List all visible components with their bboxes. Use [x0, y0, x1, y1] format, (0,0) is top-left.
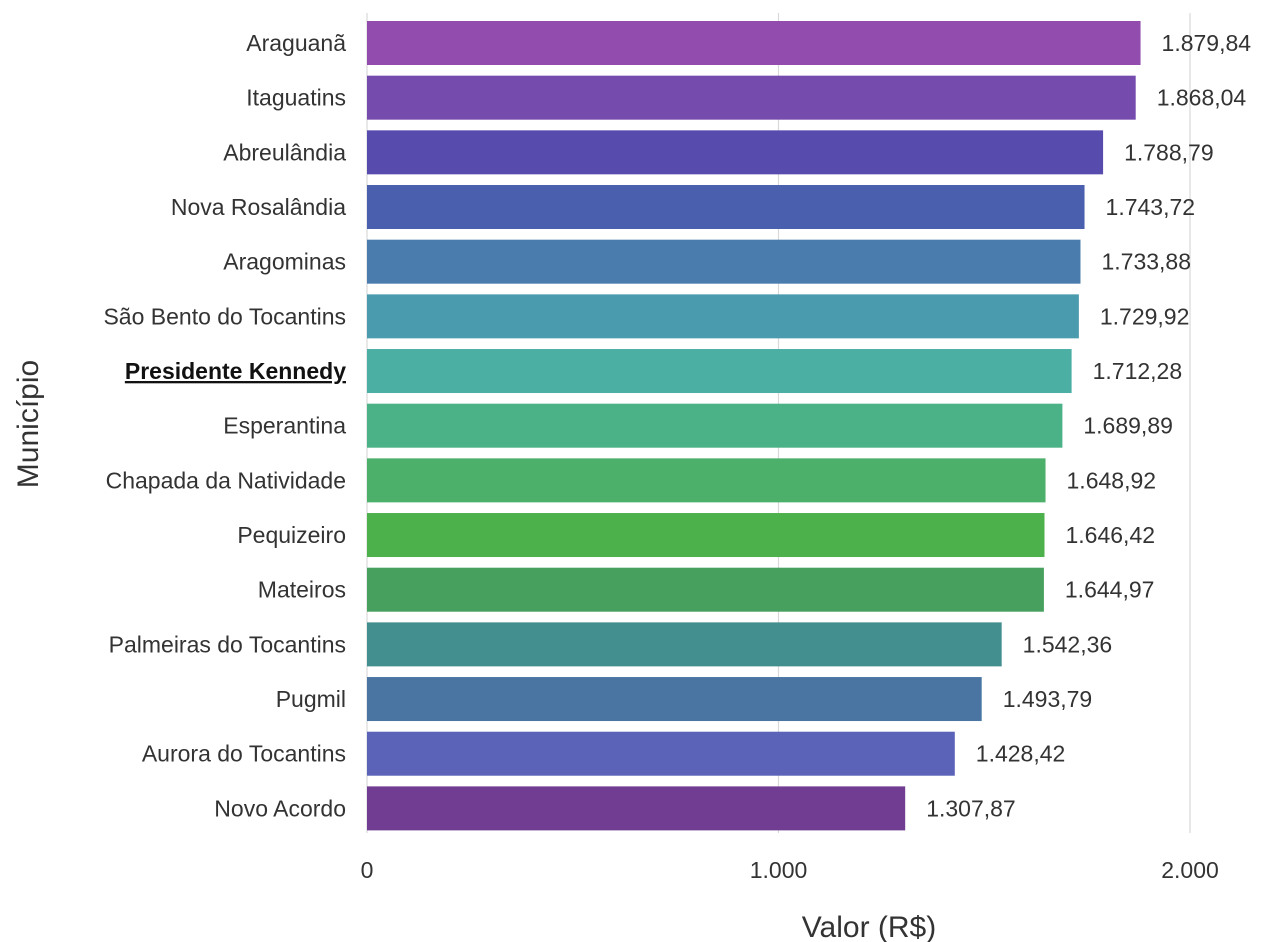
bar-esperantina — [367, 403, 1063, 448]
category-label: Novo Acordo — [214, 795, 346, 821]
bar-nova-rosalandia — [367, 185, 1085, 230]
category-label: Nova Rosalândia — [171, 194, 346, 220]
x-tick-label: 1.000 — [750, 857, 808, 883]
category-label: Presidente Kennedy — [125, 358, 346, 384]
bar-mateiros — [367, 567, 1044, 612]
category-label: São Bento do Tocantins — [103, 303, 346, 329]
bar-chapada-da-natividade — [367, 458, 1046, 503]
y-axis-title: Município — [12, 360, 45, 488]
value-label: 1.729,92 — [1100, 303, 1190, 329]
value-label: 1.879,84 — [1162, 30, 1252, 56]
category-label: Palmeiras do Tocantins — [109, 631, 346, 657]
category-label: Mateiros — [258, 577, 346, 603]
labels: 0 1.000 2.000 Araguanã 1.879,84 Itaguatins 1.8… — [103, 30, 1251, 883]
category-label: Aurora do Tocantins — [142, 741, 346, 767]
category-label: Araguanã — [246, 30, 346, 56]
bar-novo-acordo — [367, 786, 906, 831]
value-label: 1.644,97 — [1065, 577, 1155, 603]
x-axis-title: Valor (R$) — [802, 911, 936, 942]
category-label: Aragominas — [223, 249, 346, 275]
bar-aragominas — [367, 239, 1081, 284]
category-label: Esperantina — [223, 413, 346, 439]
value-label: 1.733,88 — [1101, 249, 1191, 275]
value-label: 1.542,36 — [1023, 631, 1113, 657]
value-label: 1.428,42 — [976, 741, 1066, 767]
bar-itaguatins — [367, 75, 1136, 120]
value-label: 1.648,92 — [1067, 467, 1157, 493]
bar-araguana — [367, 21, 1141, 65]
value-label: 1.743,72 — [1106, 194, 1196, 220]
value-label: 1.712,28 — [1093, 358, 1183, 384]
value-label: 1.493,79 — [1003, 686, 1093, 712]
category-label: Pugmil — [276, 686, 346, 712]
value-label: 1.307,87 — [926, 795, 1016, 821]
category-label: Abreulândia — [223, 139, 346, 165]
x-tick-label: 2.000 — [1161, 857, 1219, 883]
value-label: 1.689,89 — [1083, 413, 1173, 439]
bar-presidente-kennedy — [367, 349, 1072, 394]
bar-pugmil — [367, 677, 982, 722]
x-tick-label: 0 — [361, 857, 374, 883]
bar-sao-bento-do-tocantins — [367, 294, 1079, 339]
category-label: Pequizeiro — [237, 522, 346, 548]
value-label: 1.646,42 — [1066, 522, 1156, 548]
bar-palmeiras-do-tocantins — [367, 622, 1002, 667]
bar-abreulandia — [367, 130, 1104, 175]
bars — [367, 21, 1141, 831]
category-label: Itaguatins — [246, 85, 346, 111]
bar-aurora-do-tocantins — [367, 731, 955, 776]
bar-pequizeiro — [367, 513, 1045, 558]
category-label: Chapada da Natividade — [106, 467, 346, 493]
value-label: 1.788,79 — [1124, 139, 1214, 165]
value-label: 1.868,04 — [1157, 85, 1247, 111]
